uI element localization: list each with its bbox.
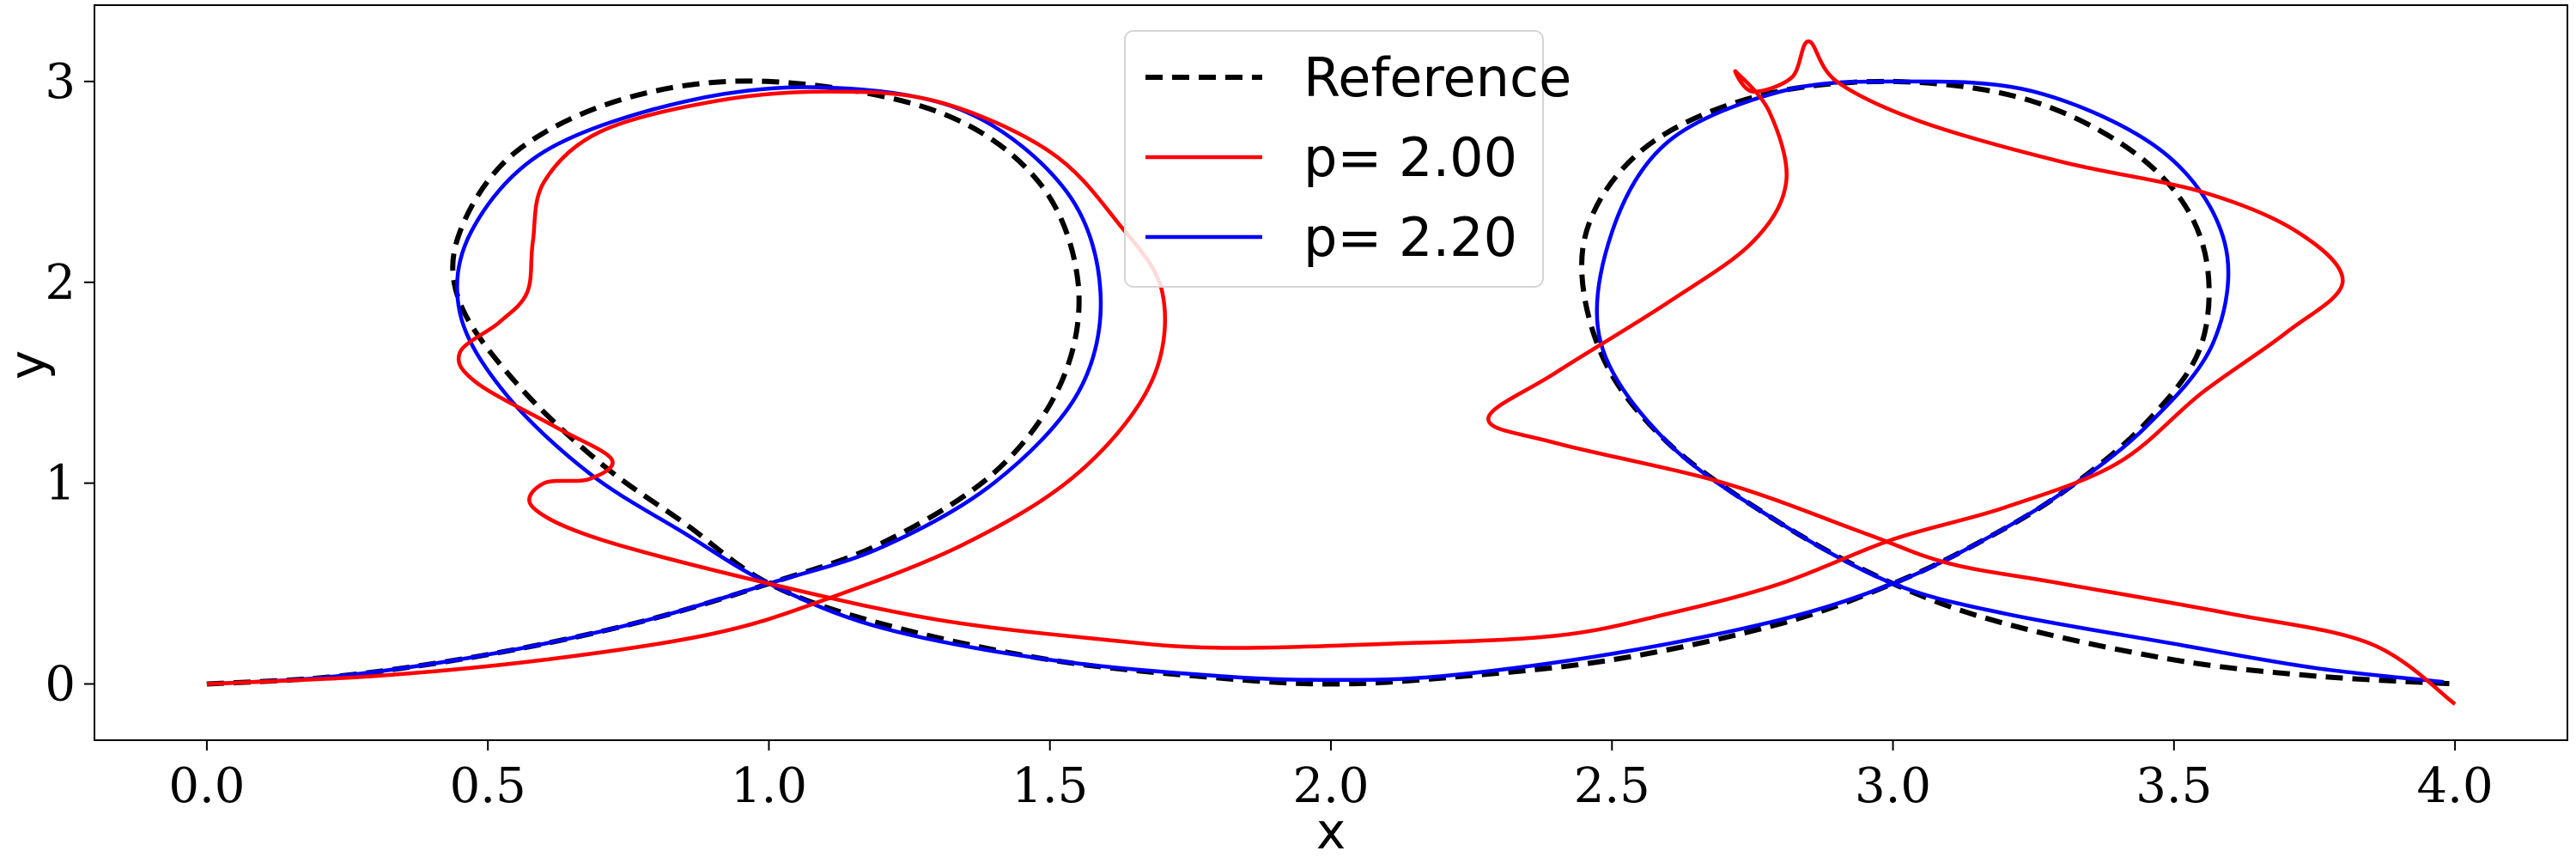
x-tick-label: 1.0: [731, 758, 807, 814]
axes-layer: 0.0 0.5 1.0 1.5 2.0 2.5 3.0 3.5 4.0 0 1 2 3: [45, 4, 2568, 814]
legend-box: [1124, 30, 1544, 288]
x-tick-label: 2.5: [1574, 758, 1650, 814]
x-tick-label: 2.0: [1292, 758, 1369, 814]
series-line-p-2-00: [206, 39, 2457, 706]
x-tick-label: 0.5: [450, 758, 526, 814]
x-tick-label: 3.5: [2136, 758, 2212, 814]
x-tick-label: 1.5: [1012, 758, 1088, 814]
y-axis-label: y: [0, 350, 57, 380]
legend-label: p= 2.00: [1303, 126, 1517, 189]
y-tick-label: 1: [45, 456, 76, 512]
y-tick-label: 3: [45, 54, 76, 110]
legend: Reference p= 2.00 p= 2.20: [1124, 30, 1571, 288]
series-line-reference: [206, 78, 2456, 687]
series-line-p-2-20: [206, 79, 2445, 686]
x-tick-label: 4.0: [2417, 758, 2494, 814]
legend-label: p= 2.20: [1303, 206, 1517, 269]
y-tick-label: 0: [45, 657, 76, 713]
x-tick-label: 3.0: [1855, 758, 1931, 814]
x-tick-label: 0.0: [168, 758, 245, 814]
y-tick-label: 2: [45, 255, 76, 311]
series-layer: [206, 39, 2457, 706]
x-axis-label: x: [1316, 802, 1346, 859]
legend-label: Reference: [1303, 46, 1571, 109]
